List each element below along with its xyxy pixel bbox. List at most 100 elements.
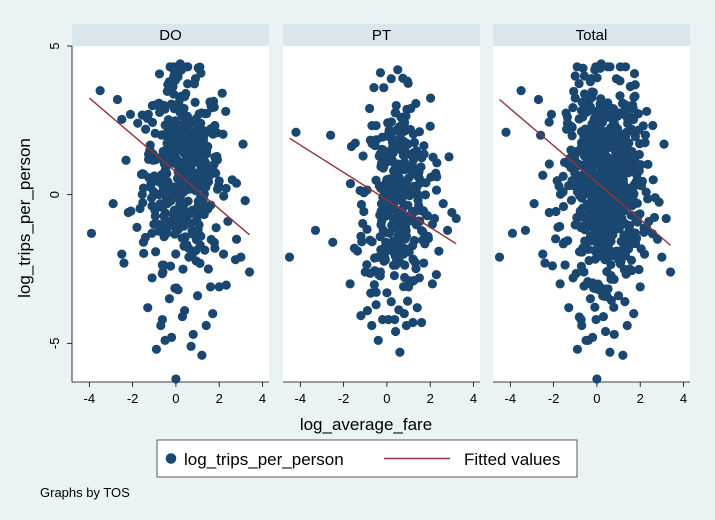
data-point xyxy=(644,216,654,227)
data-point xyxy=(117,114,127,125)
panel-title: Total xyxy=(576,27,608,44)
data-point xyxy=(369,280,379,290)
data-point xyxy=(421,178,431,188)
data-point xyxy=(577,97,587,107)
data-point xyxy=(391,100,401,111)
data-point xyxy=(194,220,204,230)
data-point xyxy=(628,193,638,203)
data-point xyxy=(614,154,624,164)
data-point xyxy=(600,326,611,337)
data-point xyxy=(95,86,105,96)
data-point xyxy=(427,279,437,289)
data-point xyxy=(359,206,369,217)
data-point xyxy=(240,196,250,206)
data-point xyxy=(345,179,356,189)
data-point xyxy=(567,131,577,141)
data-point xyxy=(158,181,168,191)
data-point xyxy=(577,221,587,231)
data-point xyxy=(409,137,420,148)
data-point xyxy=(634,264,644,275)
x-tick-label: 0 xyxy=(593,391,600,406)
data-point xyxy=(638,121,648,131)
data-point xyxy=(386,74,396,84)
data-point xyxy=(432,172,442,182)
data-point xyxy=(197,350,207,360)
x-tick-label: -2 xyxy=(127,391,139,406)
data-point xyxy=(164,294,175,304)
data-point xyxy=(86,228,97,238)
data-point xyxy=(552,176,562,186)
data-point xyxy=(184,252,194,262)
data-point xyxy=(425,93,436,103)
data-point xyxy=(171,374,181,384)
data-point xyxy=(386,117,397,127)
data-point xyxy=(369,83,379,93)
data-point xyxy=(591,314,601,325)
data-point xyxy=(595,112,605,122)
data-point xyxy=(595,136,605,146)
data-point xyxy=(175,94,185,104)
data-point xyxy=(132,222,142,232)
data-point xyxy=(409,235,419,246)
data-point xyxy=(584,255,594,266)
data-point xyxy=(210,120,220,131)
y-tick-label: -5 xyxy=(47,338,62,350)
data-point xyxy=(390,142,400,152)
data-point xyxy=(640,138,650,148)
data-point xyxy=(586,190,596,200)
data-point xyxy=(654,197,664,207)
data-point xyxy=(227,175,237,185)
x-tick-label: -4 xyxy=(295,391,307,406)
data-point xyxy=(195,258,205,269)
data-point xyxy=(425,121,435,131)
data-point xyxy=(603,133,613,143)
data-point xyxy=(360,267,370,277)
data-point xyxy=(572,62,582,72)
data-point xyxy=(444,152,454,162)
data-point xyxy=(147,273,157,283)
data-point xyxy=(609,302,619,312)
data-point xyxy=(408,255,419,265)
data-point xyxy=(221,280,231,290)
data-point xyxy=(171,249,181,259)
data-point xyxy=(579,267,589,277)
data-point xyxy=(416,226,427,236)
data-point xyxy=(149,171,159,181)
data-point xyxy=(160,120,170,130)
data-point xyxy=(630,91,640,101)
data-point xyxy=(393,65,403,75)
data-point xyxy=(501,127,511,137)
data-point xyxy=(547,261,558,271)
data-point xyxy=(559,237,570,247)
data-point xyxy=(583,277,593,287)
data-point xyxy=(544,117,554,127)
data-point xyxy=(583,157,593,167)
data-point xyxy=(416,317,427,328)
data-point xyxy=(625,152,635,162)
data-point xyxy=(186,341,196,351)
data-point xyxy=(615,259,626,269)
data-point xyxy=(605,347,615,357)
data-point xyxy=(599,143,609,153)
data-point xyxy=(189,133,199,143)
data-point xyxy=(579,71,590,81)
data-point xyxy=(367,320,377,331)
data-point xyxy=(203,264,213,274)
data-point xyxy=(661,213,671,224)
data-point xyxy=(376,220,386,230)
data-point xyxy=(588,87,598,97)
data-point xyxy=(159,260,169,270)
data-point xyxy=(186,145,196,155)
data-point xyxy=(414,127,425,137)
data-point xyxy=(209,166,219,176)
data-point xyxy=(390,326,401,337)
data-point xyxy=(176,215,186,226)
data-point xyxy=(635,282,645,292)
data-point xyxy=(403,78,413,89)
data-point xyxy=(160,221,171,231)
data-point xyxy=(395,134,405,144)
data-point xyxy=(188,329,198,340)
data-point xyxy=(389,270,399,281)
data-point xyxy=(594,285,604,295)
